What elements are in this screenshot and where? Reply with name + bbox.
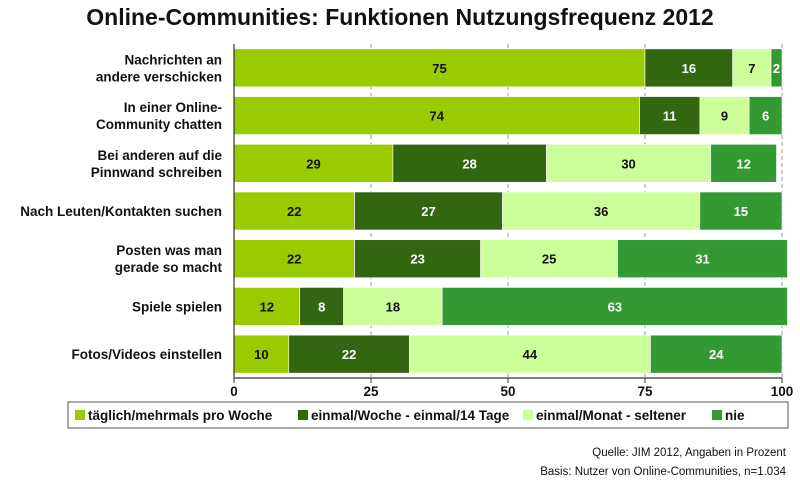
data-label: 74 [430, 109, 445, 124]
data-label: 36 [594, 204, 608, 219]
bar-segment [732, 48, 772, 88]
data-label: 29 [306, 156, 320, 171]
bar-segment [233, 143, 394, 183]
data-label: 2 [773, 61, 780, 76]
bar-segment [639, 96, 701, 135]
bar-segment [650, 334, 783, 374]
data-label: 12 [260, 299, 274, 314]
bar-segment [502, 191, 701, 231]
legend-box [67, 401, 789, 429]
category-label: Bei anderen auf die Pinnwand schreiben [91, 148, 223, 180]
data-label: 22 [287, 252, 301, 267]
data-label: 8 [318, 299, 325, 314]
data-label: 11 [663, 109, 677, 124]
bar-segment [409, 334, 651, 374]
data-label: 27 [421, 204, 435, 219]
bar-segment [233, 96, 640, 135]
data-label: 7 [748, 61, 755, 76]
legend-swatch [712, 410, 722, 420]
bar-segment [233, 239, 355, 279]
bar-segment [392, 143, 547, 183]
x-axis: 0 25 50 75 100 [230, 44, 793, 399]
bar-segment [233, 191, 355, 231]
bar-segment [546, 143, 712, 183]
data-label: 44 [523, 347, 538, 362]
data-label: 10 [254, 347, 268, 362]
data-label: 15 [734, 204, 748, 219]
legend-entry: nie [725, 408, 745, 423]
data-label: 63 [608, 299, 622, 314]
category-label: In einer Online-Community chatten [96, 100, 222, 132]
legend-entry: einmal/Woche - einmal/14 Tage [311, 408, 510, 423]
legend-entry: täglich/mehrmals pro Woche [88, 408, 273, 423]
data-label: 9 [721, 109, 728, 124]
bars-layer: 75 16 7 2 74 11 9 6 29 28 30 12 22 27 36 15 22 23 25 31 12 8 1… [233, 48, 788, 374]
category-label: Spiele spielen [132, 299, 222, 314]
legend-swatch [298, 410, 308, 420]
x-tick-label: 75 [637, 384, 653, 399]
data-label: 6 [762, 109, 769, 124]
bar-segment [288, 334, 410, 374]
category-label: Fotos/Videos einstellen [71, 347, 222, 362]
bar-segment [233, 48, 646, 88]
data-label: 22 [342, 347, 356, 362]
x-tick-label: 50 [500, 384, 515, 399]
category-label: Nachrichten an andere verschicken [96, 52, 222, 84]
bar-segment [748, 96, 783, 135]
legend-swatch [75, 410, 85, 420]
bar-segment [441, 287, 788, 326]
legend: täglich/mehrmals pro Woche einmal/Woche -… [67, 401, 789, 429]
source-note: Quelle: JIM 2012, Angaben in Prozent [592, 447, 786, 459]
data-label: 75 [432, 61, 446, 76]
bar-segment [233, 287, 301, 326]
bar-segment [770, 48, 783, 88]
data-label: 23 [410, 252, 424, 267]
bar-segment [699, 96, 750, 135]
data-label: 12 [736, 156, 750, 171]
x-tick-label: 100 [771, 384, 794, 399]
category-labels: Nachrichten an andere verschicken In einer… [20, 52, 222, 362]
data-label: 31 [695, 252, 709, 267]
bar-segment [480, 239, 618, 279]
data-label: 30 [621, 156, 635, 171]
data-label: 16 [682, 61, 696, 76]
bar-segment [644, 48, 733, 88]
category-label: Nach Leuten/Kontakten suchen [20, 204, 222, 219]
category-label: Posten was man gerade so macht [115, 243, 223, 275]
bar-segment [354, 239, 481, 279]
data-label: 25 [542, 252, 556, 267]
data-label: 22 [287, 204, 301, 219]
data-label: 24 [709, 347, 724, 362]
data-label: 28 [462, 156, 476, 171]
bar-segment [710, 143, 777, 183]
bar-segment [343, 287, 443, 326]
bar-segment [699, 191, 783, 231]
bar-segment [233, 334, 290, 374]
bar-segment [617, 239, 788, 279]
data-label: 18 [386, 299, 400, 314]
basis-note: Basis: Nutzer von Online-Communities, n=… [540, 466, 786, 478]
legend-swatch [523, 410, 533, 420]
x-tick-label: 25 [363, 384, 379, 399]
legend-entry: einmal/Monat - seltener [536, 408, 687, 423]
chart-title: Online-Communities: Funktionen Nutzungsf… [86, 4, 714, 30]
x-tick-label: 0 [230, 384, 238, 399]
